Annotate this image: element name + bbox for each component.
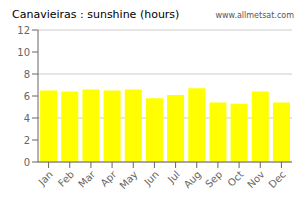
svg-text:Dec: Dec — [266, 169, 287, 190]
svg-text:10: 10 — [17, 47, 30, 58]
svg-text:6: 6 — [24, 91, 30, 102]
svg-text:2: 2 — [24, 135, 30, 146]
svg-text:Jan: Jan — [36, 169, 55, 188]
svg-text:Feb: Feb — [56, 169, 76, 189]
svg-text:8: 8 — [24, 69, 30, 80]
svg-text:Apr: Apr — [98, 168, 119, 189]
html-text:Canavieiras : sunshine (hours): Canavieiras : sunshine (hours) — [12, 8, 180, 21]
svg-text:12: 12 — [17, 25, 30, 36]
svg-text:Nov: Nov — [245, 169, 267, 191]
svg-text:Jul: Jul — [165, 169, 182, 186]
svg-text:May: May — [117, 169, 139, 191]
html-text:www.allmetsat.com: www.allmetsat.com — [215, 11, 294, 20]
svg-text:0: 0 — [24, 157, 30, 168]
svg-text:Sep: Sep — [203, 169, 224, 190]
svg-text:Jun: Jun — [141, 169, 161, 189]
svg-text:Aug: Aug — [182, 169, 204, 191]
svg-text:Mar: Mar — [76, 168, 98, 190]
svg-text:4: 4 — [24, 113, 30, 124]
svg-text:Oct: Oct — [226, 169, 246, 189]
